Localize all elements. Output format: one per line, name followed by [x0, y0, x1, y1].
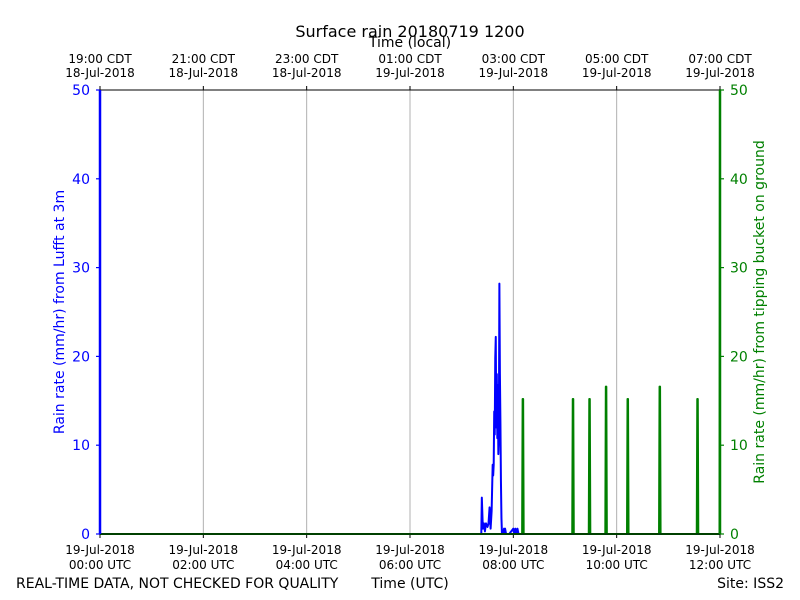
top-tick-label-time: 07:00 CDT — [688, 52, 752, 66]
top-tick-label-time: 19:00 CDT — [68, 52, 132, 66]
top-axis-label: Time (local) — [368, 35, 451, 51]
top-tick-label-time: 21:00 CDT — [172, 52, 236, 66]
x-tick-label-time: 02:00 UTC — [172, 558, 234, 572]
top-tick-label-time: 01:00 CDT — [378, 52, 442, 66]
top-tick-label-date: 19-Jul-2018 — [479, 66, 549, 80]
left-y-tick-label: 40 — [72, 172, 90, 188]
top-tick-label-date: 19-Jul-2018 — [582, 66, 652, 80]
tipping-bucket-rain-rate-line — [100, 89, 721, 535]
top-tick-label-date: 18-Jul-2018 — [65, 66, 135, 80]
x-tick-label-date: 19-Jul-2018 — [685, 543, 755, 557]
x-tick-label-time: 06:00 UTC — [379, 558, 441, 572]
vertical-grid — [202, 90, 618, 534]
top-tick-label-date: 19-Jul-2018 — [685, 66, 755, 80]
x-tick-label-date: 19-Jul-2018 — [582, 543, 652, 557]
x-tick-label-time: 10:00 UTC — [586, 558, 648, 572]
x-tick-label-date: 19-Jul-2018 — [479, 543, 549, 557]
left-y-tick-label: 30 — [72, 261, 90, 277]
top-tick-label-date: 18-Jul-2018 — [272, 66, 342, 80]
top-tick-label-date: 19-Jul-2018 — [375, 66, 445, 80]
x-tick-label-time: 04:00 UTC — [276, 558, 338, 572]
right-y-tick-label: 10 — [730, 438, 748, 454]
top-tick-label-time: 23:00 CDT — [275, 52, 339, 66]
right-y-tick-label: 0 — [730, 527, 739, 543]
right-y-tick-label: 30 — [730, 261, 748, 277]
site-label: Site: ISS2 — [717, 576, 784, 592]
left-y-tick-label: 50 — [72, 83, 90, 99]
top-tick-label-time: 03:00 CDT — [482, 52, 546, 66]
x-tick-label-date: 19-Jul-2018 — [169, 543, 239, 557]
x-tick-label-date: 19-Jul-2018 — [272, 543, 342, 557]
top-tick-label-time: 05:00 CDT — [585, 52, 649, 66]
x-tick-label-time: 00:00 UTC — [69, 558, 131, 572]
x-tick-label-time: 12:00 UTC — [689, 558, 751, 572]
right-y-axis-label: Rain rate (mm/hr) from tipping bucket on… — [752, 140, 768, 483]
quality-disclaimer: REAL-TIME DATA, NOT CHECKED FOR QUALITY — [16, 576, 339, 592]
top-tick-label-date: 18-Jul-2018 — [169, 66, 239, 80]
x-tick-label-date: 19-Jul-2018 — [65, 543, 135, 557]
left-y-tick-label: 0 — [81, 527, 90, 543]
right-y-tick-label: 20 — [730, 349, 748, 365]
left-y-tick-label: 10 — [72, 438, 90, 454]
right-y-tick-label: 40 — [730, 172, 748, 188]
x-tick-label-time: 08:00 UTC — [482, 558, 544, 572]
right-y-tick-label: 50 — [730, 83, 748, 99]
x-tick-label-date: 19-Jul-2018 — [375, 543, 445, 557]
left-y-tick-label: 20 — [72, 349, 90, 365]
left-y-axis-label: Rain rate (mm/hr) from Lufft at 3m — [52, 190, 68, 434]
x-axis-label: Time (UTC) — [370, 576, 448, 592]
chart-title: Surface rain 20180719 1200 — [295, 22, 524, 41]
